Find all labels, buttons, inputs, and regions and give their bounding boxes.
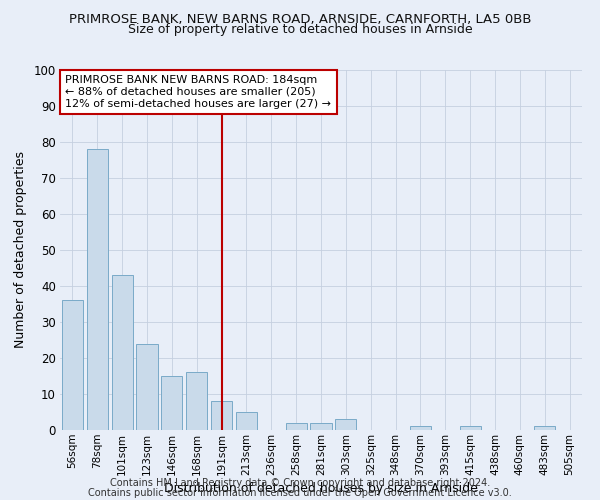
Bar <box>335 419 356 430</box>
Text: PRIMROSE BANK, NEW BARNS ROAD, ARNSIDE, CARNFORTH, LA5 0BB: PRIMROSE BANK, NEW BARNS ROAD, ARNSIDE, … <box>69 12 531 26</box>
Bar <box>211 401 232 430</box>
Y-axis label: Number of detached properties: Number of detached properties <box>14 152 26 348</box>
Text: Contains public sector information licensed under the Open Government Licence v3: Contains public sector information licen… <box>88 488 512 498</box>
Text: PRIMROSE BANK NEW BARNS ROAD: 184sqm
← 88% of detached houses are smaller (205)
: PRIMROSE BANK NEW BARNS ROAD: 184sqm ← 8… <box>65 76 331 108</box>
X-axis label: Distribution of detached houses by size in Arnside: Distribution of detached houses by size … <box>164 482 478 495</box>
Bar <box>87 149 108 430</box>
Text: Contains HM Land Registry data © Crown copyright and database right 2024.: Contains HM Land Registry data © Crown c… <box>110 478 490 488</box>
Bar <box>62 300 83 430</box>
Bar <box>236 412 257 430</box>
Bar <box>410 426 431 430</box>
Bar <box>161 376 182 430</box>
Bar <box>310 423 332 430</box>
Bar <box>186 372 207 430</box>
Bar <box>112 275 133 430</box>
Bar <box>136 344 158 430</box>
Text: Size of property relative to detached houses in Arnside: Size of property relative to detached ho… <box>128 24 472 36</box>
Bar <box>460 426 481 430</box>
Bar <box>286 423 307 430</box>
Bar <box>534 426 555 430</box>
